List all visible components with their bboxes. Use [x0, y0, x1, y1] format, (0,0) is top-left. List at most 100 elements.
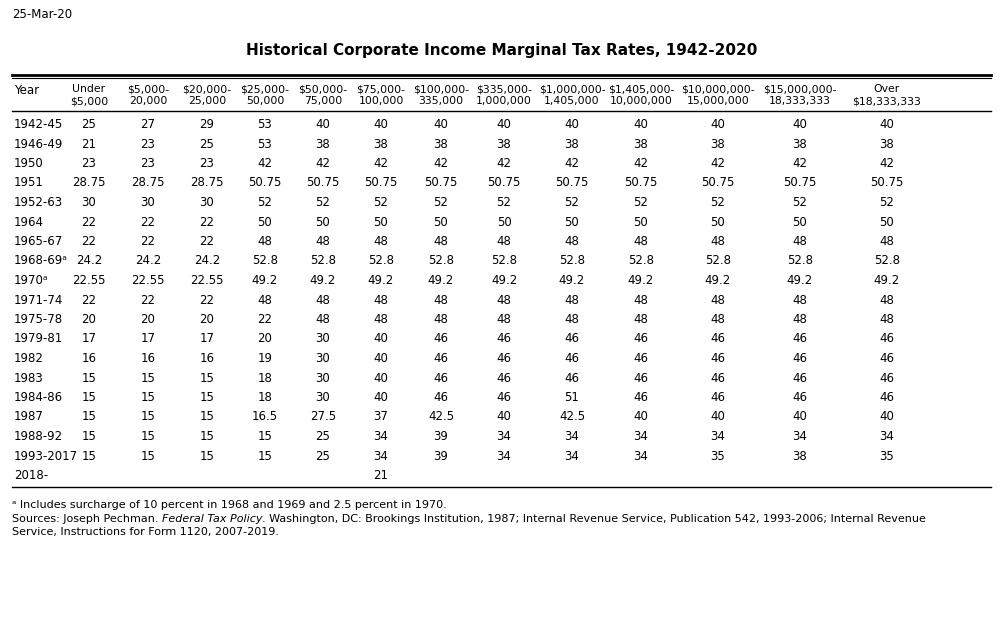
Text: 22: 22: [81, 235, 96, 248]
Text: 48: 48: [792, 235, 807, 248]
Text: 34: 34: [709, 430, 724, 443]
Text: 15: 15: [140, 449, 155, 462]
Text: 50.75: 50.75: [487, 177, 520, 190]
Text: 38: 38: [709, 137, 724, 151]
Text: 15: 15: [199, 371, 214, 384]
Text: 34: 34: [792, 430, 807, 443]
Text: 1965-67: 1965-67: [14, 235, 63, 248]
Text: 48: 48: [373, 294, 388, 307]
Text: 75,000: 75,000: [304, 96, 342, 106]
Text: 48: 48: [792, 313, 807, 326]
Text: 52: 52: [564, 196, 579, 209]
Text: 34: 34: [496, 430, 511, 443]
Text: Historical Corporate Income Marginal Tax Rates, 1942-2020: Historical Corporate Income Marginal Tax…: [245, 43, 757, 58]
Text: 27.5: 27.5: [310, 410, 336, 423]
Text: 22.55: 22.55: [190, 274, 223, 287]
Text: 48: 48: [633, 294, 647, 307]
Text: $1,000,000-: $1,000,000-: [538, 84, 605, 94]
Text: 46: 46: [496, 371, 511, 384]
Text: 48: 48: [792, 294, 807, 307]
Text: 48: 48: [258, 235, 273, 248]
Text: 46: 46: [433, 371, 448, 384]
Text: $75,000-: $75,000-: [356, 84, 405, 94]
Text: 30: 30: [81, 196, 96, 209]
Text: 48: 48: [633, 235, 647, 248]
Text: 38: 38: [879, 137, 894, 151]
Text: 22: 22: [140, 216, 155, 229]
Text: 1988-92: 1988-92: [14, 430, 63, 443]
Text: 46: 46: [564, 352, 579, 365]
Text: 34: 34: [496, 449, 511, 462]
Text: 42: 42: [496, 157, 511, 170]
Text: $18,333,333: $18,333,333: [852, 96, 921, 106]
Text: 34: 34: [564, 449, 579, 462]
Text: 40: 40: [792, 410, 807, 423]
Text: 52.8: 52.8: [428, 255, 454, 268]
Text: 34: 34: [373, 430, 388, 443]
Text: 49.2: 49.2: [368, 274, 394, 287]
Text: 40: 40: [496, 118, 511, 131]
Text: $100,000-: $100,000-: [413, 84, 469, 94]
Text: 21: 21: [81, 137, 96, 151]
Text: 40: 40: [633, 410, 647, 423]
Text: 46: 46: [496, 332, 511, 345]
Text: 1950: 1950: [14, 157, 44, 170]
Text: 15: 15: [258, 449, 273, 462]
Text: 50: 50: [709, 216, 724, 229]
Text: 46: 46: [879, 332, 894, 345]
Text: 1971-74: 1971-74: [14, 294, 63, 307]
Text: 34: 34: [633, 449, 647, 462]
Text: Year: Year: [14, 83, 39, 96]
Text: 22.55: 22.55: [131, 274, 164, 287]
Text: 52: 52: [258, 196, 273, 209]
Text: 50: 50: [496, 216, 511, 229]
Text: 23: 23: [140, 157, 155, 170]
Text: 46: 46: [496, 352, 511, 365]
Text: 22: 22: [81, 216, 96, 229]
Text: 37: 37: [373, 410, 388, 423]
Text: 24.2: 24.2: [193, 255, 219, 268]
Text: 34: 34: [879, 430, 894, 443]
Text: 15: 15: [81, 430, 96, 443]
Text: 46: 46: [709, 352, 724, 365]
Text: 25,000: 25,000: [187, 96, 225, 106]
Text: 46: 46: [709, 332, 724, 345]
Text: 50: 50: [879, 216, 894, 229]
Text: 48: 48: [564, 294, 579, 307]
Text: 15: 15: [81, 391, 96, 404]
Text: 38: 38: [433, 137, 448, 151]
Text: 52.8: 52.8: [704, 255, 730, 268]
Text: 20: 20: [140, 313, 155, 326]
Text: 1,405,000: 1,405,000: [544, 96, 599, 106]
Text: 46: 46: [633, 332, 648, 345]
Text: 46: 46: [792, 352, 807, 365]
Text: 1970ᵃ: 1970ᵃ: [14, 274, 48, 287]
Text: 52.8: 52.8: [491, 255, 516, 268]
Text: 49.2: 49.2: [490, 274, 517, 287]
Text: 50.75: 50.75: [364, 177, 397, 190]
Text: 27: 27: [140, 118, 155, 131]
Text: 52: 52: [709, 196, 724, 209]
Text: 15: 15: [140, 410, 155, 423]
Text: 30: 30: [316, 391, 330, 404]
Text: 1946-49: 1946-49: [14, 137, 63, 151]
Text: 22: 22: [140, 294, 155, 307]
Text: 50: 50: [792, 216, 807, 229]
Text: 39: 39: [433, 449, 448, 462]
Text: 51: 51: [564, 391, 579, 404]
Text: 40: 40: [373, 371, 388, 384]
Text: 46: 46: [792, 332, 807, 345]
Text: 46: 46: [879, 352, 894, 365]
Text: 17: 17: [140, 332, 155, 345]
Text: 22: 22: [199, 216, 214, 229]
Text: 38: 38: [633, 137, 647, 151]
Text: 2018-: 2018-: [14, 469, 48, 482]
Text: 49.2: 49.2: [787, 274, 813, 287]
Text: 48: 48: [879, 313, 894, 326]
Text: 46: 46: [564, 332, 579, 345]
Text: ᵃ Includes surcharge of 10 percent in 1968 and 1969 and 2.5 percent in 1970.: ᵃ Includes surcharge of 10 percent in 19…: [12, 501, 446, 510]
Text: 23: 23: [81, 157, 96, 170]
Text: 48: 48: [258, 294, 273, 307]
Text: 48: 48: [433, 313, 448, 326]
Text: 42: 42: [258, 157, 273, 170]
